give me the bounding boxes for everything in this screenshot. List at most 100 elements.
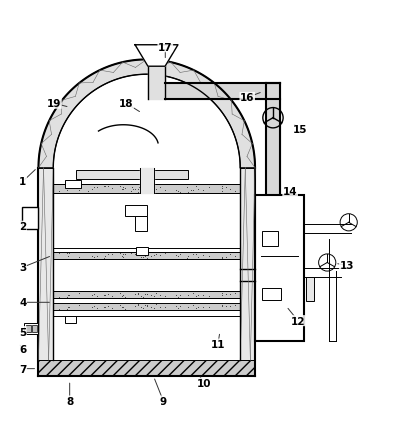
Point	[64, 292, 71, 299]
Point	[102, 304, 108, 310]
Point	[91, 253, 97, 260]
Point	[56, 250, 62, 257]
Point	[109, 305, 116, 312]
Point	[223, 254, 230, 261]
Point	[173, 187, 179, 194]
Point	[200, 187, 206, 194]
Point	[138, 293, 144, 300]
Point	[188, 187, 195, 194]
Point	[227, 251, 233, 258]
Point	[135, 251, 141, 258]
Point	[65, 304, 72, 311]
Point	[152, 289, 159, 296]
Point	[143, 185, 150, 192]
Bar	[306, 277, 314, 301]
Point	[135, 301, 141, 308]
Point	[116, 250, 123, 257]
Point	[143, 255, 150, 261]
Point	[152, 301, 159, 308]
Point	[157, 184, 163, 191]
Point	[121, 306, 128, 313]
Point	[120, 254, 126, 261]
Point	[89, 292, 95, 299]
Point	[89, 304, 95, 310]
Text: 14: 14	[283, 187, 298, 197]
Point	[135, 186, 141, 193]
Point	[102, 253, 108, 260]
Point	[64, 305, 70, 312]
Point	[184, 255, 190, 262]
Point	[101, 183, 107, 190]
Point	[219, 301, 226, 308]
Polygon shape	[39, 60, 255, 168]
Point	[219, 255, 226, 261]
Text: 12: 12	[291, 316, 305, 326]
Point	[135, 290, 141, 297]
Point	[105, 291, 111, 298]
Point	[206, 253, 212, 260]
Point	[152, 186, 159, 193]
Point	[91, 303, 97, 310]
Point	[94, 305, 100, 312]
Bar	[255, 196, 304, 341]
Point	[206, 304, 212, 311]
Point	[173, 252, 179, 258]
Point	[184, 184, 190, 191]
Point	[148, 253, 154, 260]
Point	[94, 252, 100, 259]
Text: 3: 3	[19, 263, 26, 273]
Text: 10: 10	[197, 378, 211, 388]
Point	[65, 292, 72, 299]
Bar	[39, 360, 255, 377]
Point	[232, 301, 238, 308]
Point	[76, 187, 82, 194]
Point	[91, 184, 97, 190]
Point	[64, 184, 71, 191]
Point	[121, 294, 128, 301]
Point	[56, 294, 62, 301]
Point	[102, 292, 108, 299]
Point	[56, 188, 62, 195]
Point	[193, 293, 200, 300]
Point	[116, 184, 123, 190]
Point	[91, 291, 97, 298]
Point	[119, 304, 125, 311]
Text: 2: 2	[19, 222, 26, 232]
Point	[144, 252, 150, 259]
Point	[175, 294, 181, 301]
Point	[227, 292, 233, 298]
Point	[227, 303, 233, 310]
Bar	[22, 207, 39, 230]
Point	[144, 291, 150, 298]
Bar	[32, 326, 37, 332]
Point	[135, 291, 141, 298]
Point	[128, 250, 134, 257]
Point	[136, 184, 142, 191]
Point	[175, 305, 181, 312]
Point	[195, 254, 202, 261]
Point	[142, 253, 148, 260]
Point	[173, 303, 179, 310]
Point	[105, 252, 111, 258]
Text: 9: 9	[160, 396, 167, 406]
Point	[138, 304, 144, 311]
Point	[140, 186, 146, 193]
Polygon shape	[135, 46, 178, 67]
Point	[116, 302, 123, 309]
Point	[232, 253, 238, 260]
Point	[200, 292, 206, 299]
Point	[157, 252, 163, 259]
Point	[223, 291, 230, 298]
Point	[206, 184, 212, 191]
Point	[64, 250, 70, 257]
Point	[65, 250, 72, 257]
Point	[232, 290, 238, 297]
Point	[152, 251, 159, 258]
Point	[151, 305, 157, 312]
Point	[185, 189, 191, 196]
Point	[132, 291, 138, 298]
Point	[223, 184, 230, 190]
Point	[177, 292, 183, 298]
Text: 18: 18	[119, 99, 134, 109]
Point	[120, 292, 126, 299]
